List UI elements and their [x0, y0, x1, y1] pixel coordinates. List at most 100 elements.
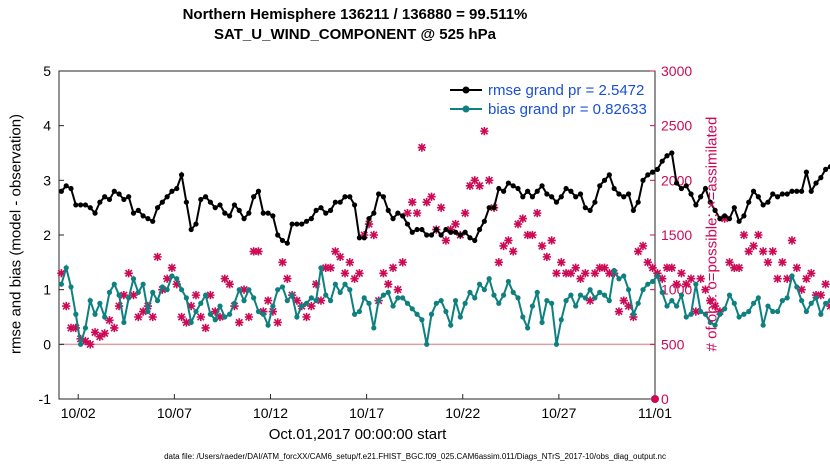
rmse-point [760, 202, 766, 208]
rmse-point [409, 229, 415, 235]
obs-assimilated-marker [787, 236, 797, 245]
bias-point [592, 295, 598, 301]
bias-point [246, 287, 252, 293]
y-tick-label-right: 3000 [661, 63, 692, 79]
y-axis-label-left: rmse and bias (model - observation) [7, 113, 25, 355]
bias-point [553, 341, 560, 347]
obs-assimilated-marker [259, 307, 268, 316]
rmse-point [279, 237, 286, 244]
rmse-point [159, 199, 165, 205]
obs-assimilated-marker [470, 176, 479, 185]
rmse-point [698, 194, 704, 200]
bias-point [827, 298, 830, 304]
rmse-point [68, 185, 74, 192]
bias-point [731, 300, 737, 306]
obs-assimilated-marker [648, 263, 657, 272]
bias-point [803, 308, 810, 315]
obs-assimilated-marker [475, 181, 484, 190]
bias-point [318, 265, 324, 271]
bias-point [476, 281, 483, 287]
bias-point [323, 292, 329, 298]
bias-point [63, 265, 69, 271]
bias-point [207, 311, 214, 317]
obs-assimilated-marker [345, 258, 354, 267]
obs-assimilated-marker [182, 318, 191, 327]
rmse-point [150, 218, 156, 224]
bias-point [472, 295, 478, 301]
rmse-point [510, 183, 516, 189]
rmse-point [327, 207, 334, 213]
legend-bias-marker [462, 105, 470, 113]
bias-point [227, 311, 233, 317]
bias-point [823, 300, 829, 306]
obs-assimilated-marker [528, 230, 537, 240]
bias-point [726, 292, 733, 298]
rmse-point [457, 232, 463, 238]
rmse-point [323, 210, 329, 216]
bias-point [577, 292, 584, 298]
obs-assimilated-marker [427, 192, 436, 201]
obs-assimilated-marker [336, 252, 345, 262]
rmse-point [222, 210, 228, 216]
bias-point [270, 303, 276, 309]
rmse-point [284, 240, 290, 246]
bias-point [505, 278, 512, 285]
obs-assimilated-marker [634, 247, 643, 256]
bias-point [428, 311, 435, 317]
plot-frame [58, 70, 656, 400]
bias-point [356, 308, 363, 315]
y-axis-label-right: # of obs: o=possible; ×=assimilated [703, 116, 721, 352]
rmse-point [202, 194, 209, 200]
rmse-point [380, 194, 387, 200]
obs-assimilated-marker [624, 301, 633, 311]
obs-assimilated-marker [600, 263, 609, 272]
bias-point [92, 311, 98, 317]
bias-point [299, 303, 305, 309]
bias-point [279, 284, 286, 290]
bias-point [582, 295, 588, 301]
obs-assimilated-marker [480, 126, 489, 136]
rmse-point [750, 188, 757, 194]
x-tick-label: 10/22 [445, 405, 480, 421]
rmse-point [111, 188, 117, 194]
x-tick-label: 10/07 [157, 405, 192, 421]
rmse-point [87, 205, 93, 211]
obs-assimilated-marker [119, 290, 129, 300]
obs-assimilated-marker [561, 269, 571, 278]
obs-assimilated-marker [537, 241, 547, 251]
rmse-point [722, 213, 728, 219]
bias-point [659, 289, 665, 295]
bias-point [635, 300, 641, 306]
bias-point [174, 276, 180, 282]
rmse-point [549, 194, 555, 200]
bias-point [611, 267, 617, 274]
rmse-point [198, 196, 204, 203]
obs-assimilated-marker [682, 280, 691, 289]
obs-assimilated-marker [653, 269, 662, 278]
obs-assimilated-marker [614, 307, 624, 316]
rmse-point [121, 196, 127, 203]
rmse-point [539, 183, 545, 189]
bias-point [251, 295, 257, 301]
bias-point [698, 308, 704, 315]
obs-assimilated-marker [196, 312, 205, 322]
bias-point [58, 281, 65, 287]
bias-point [438, 298, 444, 304]
obs-assimilated-marker [768, 247, 777, 256]
bias-point [347, 287, 353, 293]
rmse-point [347, 194, 353, 200]
obs-assimilated-marker [595, 263, 604, 272]
obs-assimilated-marker [235, 318, 244, 327]
bias-point [549, 300, 555, 306]
rmse-point [640, 177, 646, 183]
bias-point [481, 287, 487, 293]
bias-point [342, 281, 348, 287]
rmse-point [616, 191, 622, 197]
rmse-point [193, 221, 199, 227]
bias-point [130, 276, 137, 282]
obs-assimilated-marker [124, 269, 133, 278]
bias-point [337, 289, 343, 295]
rmse-point [260, 210, 266, 216]
rmse-point [476, 226, 483, 233]
rmse-point [462, 229, 468, 235]
